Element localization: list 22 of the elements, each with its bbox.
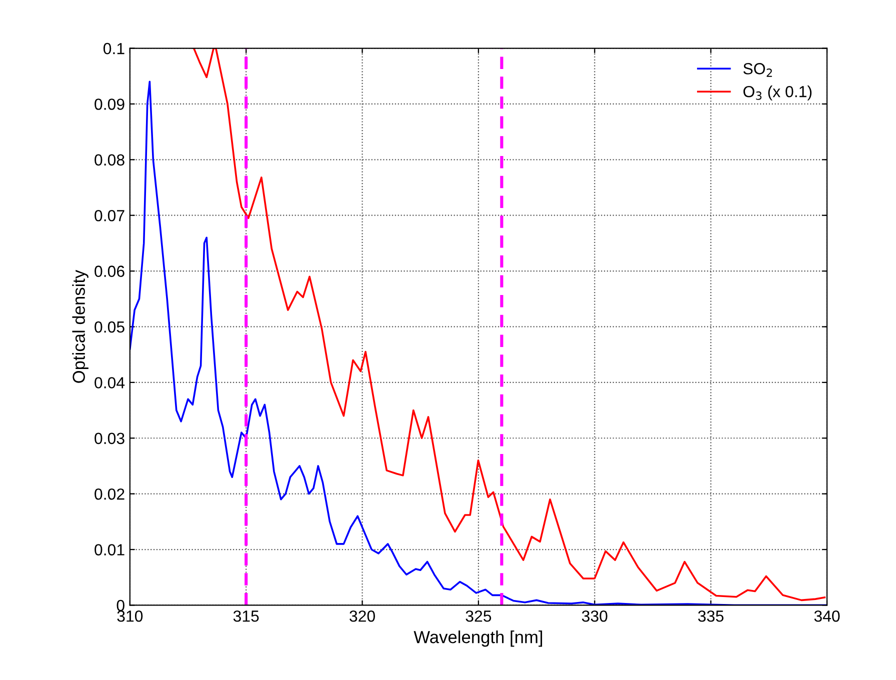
x-axis-title: Wavelength [nm] <box>414 630 542 647</box>
y-tick-label: 0 <box>116 600 124 612</box>
y-tick-label: 0.03 <box>94 432 124 444</box>
y-tick-label: 0.02 <box>94 488 124 500</box>
y-axis-title: Optical density <box>72 270 88 383</box>
y-tick-label: 0.08 <box>94 154 124 166</box>
x-tick-label: 335 <box>698 610 724 622</box>
y-tick-label: 0.05 <box>94 321 124 333</box>
legend-label: O$_{3}$ (x 0.1) <box>743 86 812 100</box>
y-tick-label: 0.07 <box>94 210 124 222</box>
x-tick-label: 340 <box>814 610 840 622</box>
x-tick-label: 325 <box>466 610 492 622</box>
legend-label: SO$_{2}$ <box>743 63 772 77</box>
x-tick-label: 315 <box>233 610 259 622</box>
x-tick-label: 310 <box>117 610 143 622</box>
y-tick-label: 0.04 <box>94 377 125 388</box>
y-tick-label: 0.09 <box>94 98 124 110</box>
y-tick-label: 0.06 <box>94 266 124 277</box>
x-tick-label: 320 <box>350 610 375 622</box>
y-tick-label: 0.1 <box>103 42 124 54</box>
x-tick-label: 330 <box>582 610 608 622</box>
y-tick-label: 0.01 <box>94 544 124 556</box>
